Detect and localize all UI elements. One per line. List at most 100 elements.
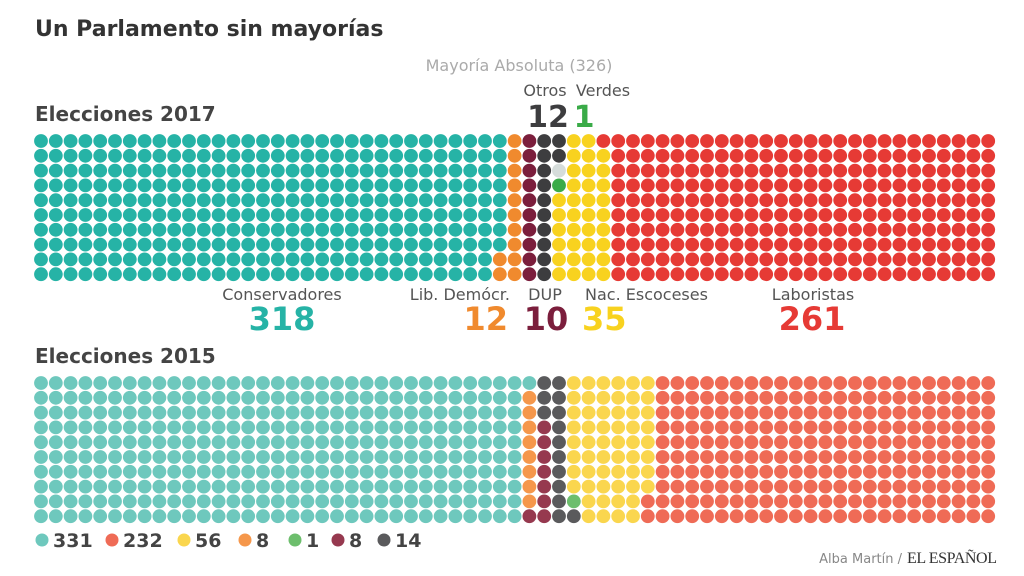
seat-dot (848, 148, 862, 163)
seat-dot (936, 252, 951, 267)
seat-dot (300, 178, 315, 193)
seat-dot (300, 435, 315, 450)
seat-dot (566, 148, 581, 163)
seat-dot (714, 267, 729, 282)
seat-dot (922, 376, 936, 390)
seat-dot (285, 494, 300, 509)
seat-dot (848, 450, 862, 464)
seat-dot (907, 178, 922, 193)
seat-dot (759, 376, 774, 390)
seat-dot (566, 464, 581, 479)
seat-dot (685, 405, 700, 420)
seat-dot (359, 390, 374, 405)
seat-dot (759, 509, 774, 524)
seat-dot (256, 237, 270, 252)
seat-dot (226, 163, 241, 178)
seat-dot (359, 267, 374, 282)
seat-dot (640, 450, 655, 464)
seat-dot (670, 494, 685, 509)
seat-dot (848, 420, 862, 435)
seat-dot (492, 134, 507, 148)
seat-dot (167, 450, 182, 464)
seat-dot (907, 193, 922, 208)
seat-dot (448, 435, 463, 450)
seat-dot (566, 193, 581, 208)
seat-dot (892, 450, 907, 464)
seat-dot (433, 208, 448, 222)
seat-dot (152, 134, 167, 148)
seat-dot (700, 405, 714, 420)
seat-dot (951, 464, 966, 479)
seat-dot (404, 450, 418, 464)
seat-dot (552, 237, 566, 252)
legend-swatch (288, 533, 302, 547)
seat-dot (981, 208, 996, 222)
seat-dot (108, 494, 122, 509)
seat-dot (655, 237, 670, 252)
seat-dot (522, 509, 537, 524)
seat-dot (241, 267, 256, 282)
seat-dot (862, 405, 877, 420)
seat-dot (48, 208, 63, 222)
seat-dot (788, 252, 803, 267)
seat-dot (729, 390, 744, 405)
seat-dot (788, 435, 803, 450)
seat-dot (330, 163, 344, 178)
seat-dot (759, 163, 774, 178)
seat-dot (433, 376, 448, 390)
seat-dot (537, 464, 552, 479)
seat-dot (48, 148, 63, 163)
seat-dot (552, 509, 566, 524)
seat-dot (744, 450, 759, 464)
seat-dot (315, 252, 330, 267)
seat-dot (803, 193, 818, 208)
seat-dot (951, 134, 966, 148)
seat-dot (108, 390, 122, 405)
seat-dot (344, 237, 359, 252)
seat-dot (182, 208, 196, 222)
seat-dot (48, 376, 63, 390)
seat-dot (714, 509, 729, 524)
legend-label: 56 (195, 530, 221, 552)
seat-dot (714, 390, 729, 405)
seat-dot (714, 435, 729, 450)
seat-dot (78, 435, 93, 450)
seat-dot (729, 237, 744, 252)
seat-dot (256, 420, 270, 435)
seat-dot (330, 134, 344, 148)
seat-dot (803, 420, 818, 435)
seat-dot (122, 450, 137, 464)
seat-dot (966, 252, 981, 267)
seat-dot (966, 237, 981, 252)
seat-dot (226, 479, 241, 494)
seat-dot (389, 405, 404, 420)
seat-dot (48, 178, 63, 193)
seat-dot (877, 134, 892, 148)
seat-dot (922, 208, 936, 222)
seat-dot (788, 390, 803, 405)
seat-dot (922, 178, 936, 193)
seat-dot (907, 464, 922, 479)
seat-dot (685, 267, 700, 282)
seat-dot (152, 376, 167, 390)
seat-dot (507, 376, 522, 390)
seat-dot (34, 390, 48, 405)
seat-dot (433, 509, 448, 524)
seat-dot (507, 163, 522, 178)
seat-dot (374, 464, 389, 479)
seat-dot (862, 222, 877, 237)
seat-dot (78, 405, 93, 420)
seat-dot (655, 464, 670, 479)
seat-dot (226, 494, 241, 509)
seat-dot (137, 420, 152, 435)
seat-dot (344, 252, 359, 267)
legend-swatch (331, 533, 345, 547)
seat-dot (315, 237, 330, 252)
seat-dot (774, 390, 788, 405)
seat-dot (196, 479, 211, 494)
seat-dot (670, 252, 685, 267)
seat-dot (966, 222, 981, 237)
seat-dot (714, 148, 729, 163)
seat-dot (344, 494, 359, 509)
seat-dot (196, 267, 211, 282)
